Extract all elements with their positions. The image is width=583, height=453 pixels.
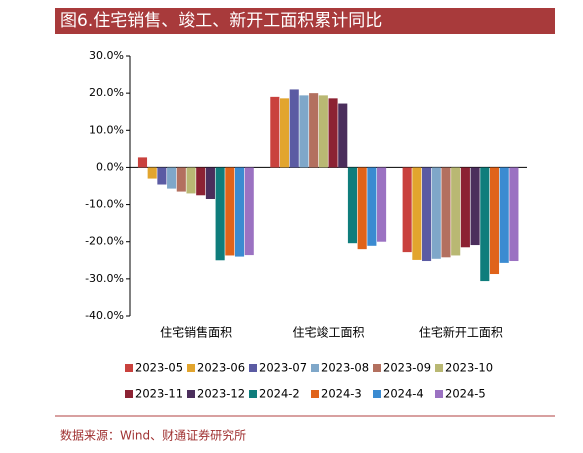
bar xyxy=(270,96,280,168)
legend-swatch xyxy=(249,390,257,398)
bar xyxy=(167,167,177,189)
legend-swatch xyxy=(125,364,133,372)
legend-label: 2023-08 xyxy=(321,361,369,375)
bar xyxy=(225,167,235,256)
bar xyxy=(289,89,299,168)
bar xyxy=(402,167,412,253)
bar xyxy=(318,95,328,168)
y-tick-label: 30.0% xyxy=(89,49,124,62)
x-tick-label: 住宅新开工面积 xyxy=(419,325,503,340)
legend-label: 2023-09 xyxy=(383,361,431,375)
legend-label: 2024-4 xyxy=(383,387,424,401)
legend-swatch xyxy=(187,364,195,372)
bar xyxy=(205,167,215,199)
bar xyxy=(137,157,148,168)
legend-label: 2023-06 xyxy=(197,361,245,375)
x-tick-label: 住宅销售面积 xyxy=(160,325,232,340)
legend-swatch xyxy=(125,390,133,398)
y-tick-label: 0.0% xyxy=(96,160,124,173)
legend-swatch xyxy=(435,390,443,398)
title-bar xyxy=(55,8,555,34)
bar xyxy=(176,167,186,192)
legend-swatch xyxy=(373,364,381,372)
bar xyxy=(309,93,319,168)
bar xyxy=(480,167,490,282)
legend-swatch xyxy=(311,390,319,398)
bar xyxy=(357,167,367,250)
legend-swatch xyxy=(435,364,443,372)
legend-label: 2023-07 xyxy=(259,361,307,375)
bar xyxy=(328,98,338,168)
y-tick-label: -10.0% xyxy=(85,198,124,211)
bar xyxy=(279,98,290,168)
bar xyxy=(412,167,422,260)
bar xyxy=(157,167,167,185)
source-note: 数据来源：Wind、财通证券研究所 xyxy=(60,428,246,443)
x-tick-label: 住宅竣工面积 xyxy=(292,325,364,340)
y-tick-label: -30.0% xyxy=(85,272,124,285)
legend-label: 2023-11 xyxy=(135,387,183,401)
bar xyxy=(244,167,254,256)
y-tick-label: 20.0% xyxy=(89,86,124,99)
legend-swatch xyxy=(187,390,195,398)
bar xyxy=(377,167,387,242)
legend-swatch xyxy=(311,364,319,372)
bar xyxy=(367,167,377,246)
bar xyxy=(196,167,206,196)
bar xyxy=(147,167,157,179)
bar xyxy=(338,103,348,168)
legend-label: 2023-05 xyxy=(135,361,183,375)
bar xyxy=(441,167,451,258)
legend-label: 2024-3 xyxy=(321,387,362,401)
bar xyxy=(299,95,309,168)
bar xyxy=(422,167,432,262)
legend-swatch xyxy=(249,364,257,372)
y-tick-label: -20.0% xyxy=(85,235,124,248)
legend-label: 2023-10 xyxy=(445,361,493,375)
chart-title: 图6.住宅销售、竣工、新开工面积累计同比 xyxy=(60,11,382,31)
bar xyxy=(499,167,509,263)
bar xyxy=(489,167,500,275)
bar xyxy=(234,167,245,257)
bar xyxy=(431,167,441,259)
bar xyxy=(215,167,225,261)
bar xyxy=(347,167,358,244)
legend-label: 2024-5 xyxy=(445,387,486,401)
bar xyxy=(186,167,196,194)
y-tick-label: 10.0% xyxy=(89,123,124,136)
legend-label: 2023-12 xyxy=(197,387,245,401)
legend-label: 2024-2 xyxy=(259,387,300,401)
y-tick-label: -40.0% xyxy=(85,309,124,322)
bar xyxy=(460,167,470,248)
bar xyxy=(509,167,519,262)
bar xyxy=(470,167,480,246)
bar xyxy=(451,167,461,256)
legend-swatch xyxy=(373,390,381,398)
